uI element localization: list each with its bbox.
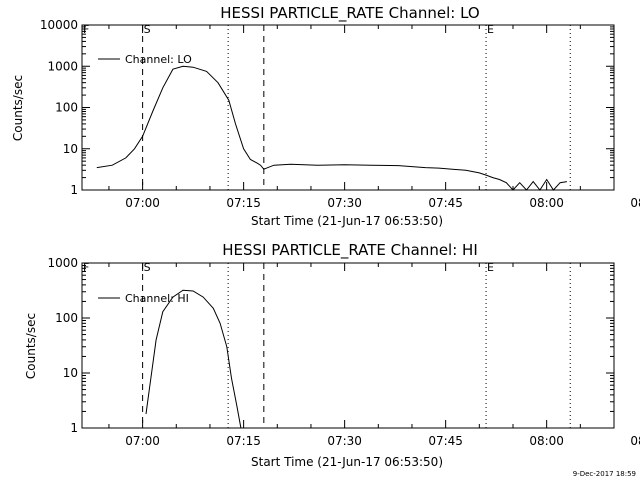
x-axis-label-hi: Start Time (21-Jun-17 06:53:50) — [251, 455, 443, 469]
y-tick-label: 10 — [63, 142, 78, 156]
y-tick-label: 100 — [55, 311, 78, 325]
x-tick-label: 07:15 — [226, 196, 261, 210]
start-flag-label: F — [83, 23, 89, 36]
plot-frame-hi — [81, 262, 615, 429]
event-markers-hi: S EF — [83, 261, 571, 428]
y-tick-label: 1 — [70, 183, 78, 197]
panel-lo: HESSI PARTICLE_RATE Channel: LO Counts/s… — [11, 4, 640, 228]
panel-hi: HESSI PARTICLE_RATE Channel: HI Counts/s… — [24, 241, 640, 469]
chart-title-hi: HESSI PARTICLE_RATE Channel: HI — [222, 241, 478, 260]
y-tick-label: 1000 — [47, 256, 78, 270]
series-line-hi — [145, 289, 242, 429]
event-marker-label: S — [144, 23, 151, 36]
y-axis-label-lo: Counts/sec — [11, 75, 25, 141]
event-markers-lo: S EF — [83, 23, 571, 190]
chart-title-lo: HESSI PARTICLE_RATE Channel: LO — [220, 4, 479, 23]
x-tick-label: 08:00 — [529, 196, 564, 210]
x-tick-label: 08:15 — [630, 434, 640, 448]
x-tick-label: 07:00 — [125, 196, 160, 210]
x-tick-label: 07:30 — [327, 434, 362, 448]
series-line-lo — [96, 65, 567, 191]
x-tick-label: 07:00 — [125, 434, 160, 448]
x-tick-label: 08:15 — [630, 196, 640, 210]
start-flag-label: F — [83, 261, 89, 274]
y-tick-label: 10000 — [40, 18, 78, 32]
y-ticks-lo: 1 10 100 1000 10000 — [40, 18, 614, 197]
legend-hi: Channel: HI — [98, 292, 189, 305]
x-tick-label: 08:00 — [529, 434, 564, 448]
x-tick-label: 07:15 — [226, 434, 261, 448]
legend-label-lo: Channel: LO — [125, 53, 192, 66]
event-marker-label: E — [487, 261, 494, 274]
y-tick-label: 100 — [55, 101, 78, 115]
footer-timestamp: 9-Dec-2017 18:59 — [573, 470, 636, 478]
y-tick-label: 1000 — [47, 59, 78, 73]
y-ticks-hi: 1 10 100 1000 — [47, 256, 614, 435]
event-marker-label: S — [144, 261, 151, 274]
x-tick-label: 07:45 — [428, 196, 463, 210]
event-marker-label: E — [487, 23, 494, 36]
y-tick-label: 10 — [63, 366, 78, 380]
x-tick-label: 07:30 — [327, 196, 362, 210]
y-tick-label: 1 — [70, 421, 78, 435]
x-tick-label: 07:45 — [428, 434, 463, 448]
legend-lo: Channel: LO — [98, 53, 192, 66]
y-axis-label-hi: Counts/sec — [24, 313, 38, 379]
x-axis-label-lo: Start Time (21-Jun-17 06:53:50) — [251, 214, 443, 228]
legend-label-hi: Channel: HI — [125, 292, 189, 305]
